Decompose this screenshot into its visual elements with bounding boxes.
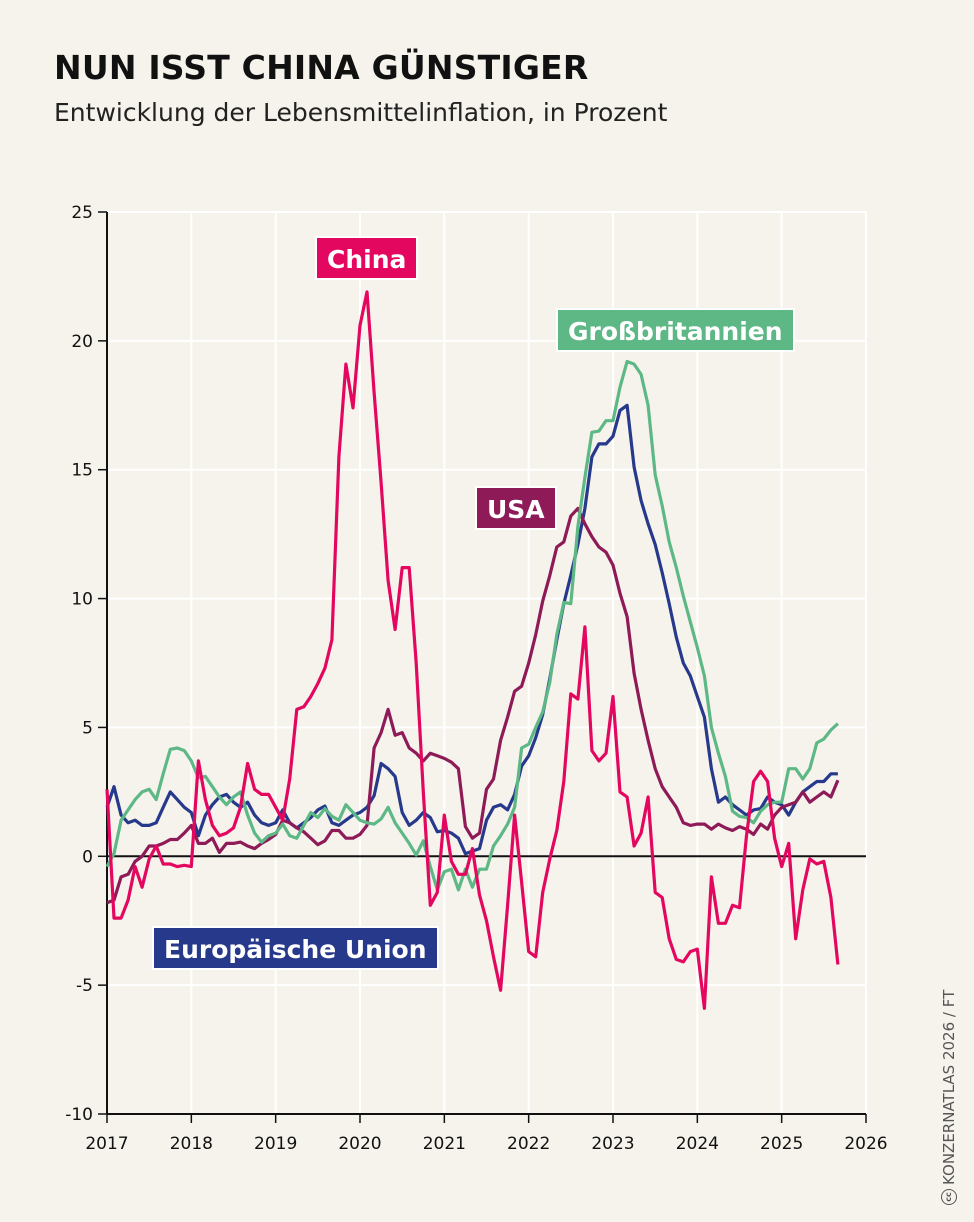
series-line-gro-britannien: [105, 359, 839, 892]
series-lines: [105, 290, 840, 1010]
y-tick-label: -10: [65, 1105, 93, 1125]
x-tick-label: 2023: [591, 1134, 634, 1154]
creative-commons-icon: cc: [941, 1189, 957, 1205]
y-tick-label: 15: [71, 461, 93, 481]
series-label-eu: Europäische Union: [152, 926, 439, 970]
x-tick-label: 2021: [423, 1134, 466, 1154]
y-tick-label: 20: [71, 332, 93, 352]
series-label-china: China: [315, 236, 419, 280]
y-tick-label: 10: [71, 590, 93, 610]
chart-title: NUN ISST CHINA GÜNSTIGER: [54, 48, 589, 87]
y-tick-label: 5: [82, 718, 93, 738]
x-tick-label: 2017: [85, 1134, 128, 1154]
y-tick-label: -5: [76, 976, 93, 996]
series-line-usa: [106, 506, 840, 905]
x-tick-label: 2018: [170, 1134, 213, 1154]
series-label-text: China: [327, 245, 407, 274]
series-label-text: USA: [487, 495, 545, 524]
x-tick-label: 2020: [338, 1134, 381, 1154]
x-tick-label: 2019: [254, 1134, 297, 1154]
credit-text: KONZERNATLAS 2026 / FT: [940, 989, 958, 1185]
y-tick-label: 25: [71, 203, 93, 223]
x-tick-label: 2022: [507, 1134, 550, 1154]
series-label-uk: Großbritannien: [556, 308, 795, 352]
gridlines: [106, 211, 867, 1115]
credit: cc KONZERNATLAS 2026 / FT: [940, 990, 958, 1205]
x-tick-label: 2026: [844, 1134, 887, 1154]
y-tick-label: 0: [82, 847, 93, 867]
x-tick-label: 2025: [760, 1134, 803, 1154]
x-tick-label: 2024: [676, 1134, 719, 1154]
series-label-text: Großbritannien: [568, 317, 783, 346]
series-label-text: Europäische Union: [164, 935, 427, 964]
series-line-china: [105, 290, 840, 1010]
series-label-usa: USA: [475, 486, 557, 530]
chart-subtitle: Entwicklung der Lebensmittelinflation, i…: [54, 98, 668, 127]
